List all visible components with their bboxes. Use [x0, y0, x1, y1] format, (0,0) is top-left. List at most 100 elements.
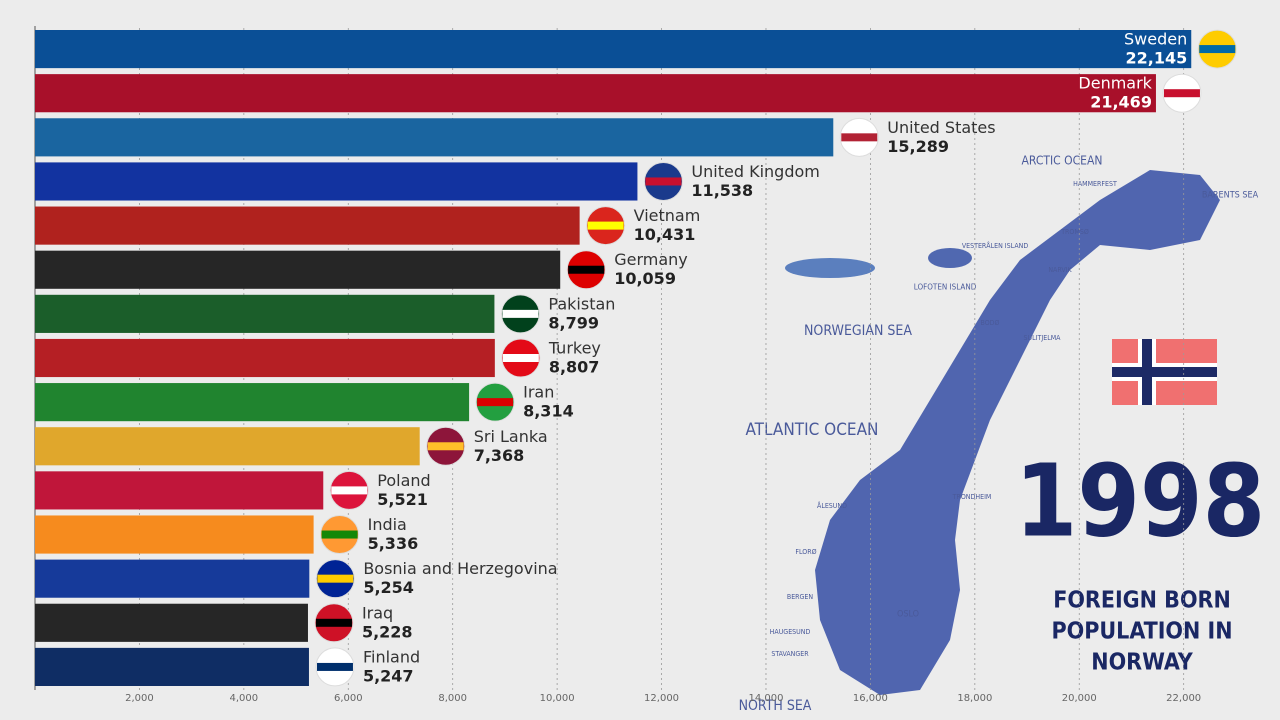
category-label: Finland — [363, 647, 420, 666]
flag-stripe — [1199, 45, 1236, 54]
value-label: 21,469 — [1090, 93, 1152, 112]
x-tick-label: 10,000 — [540, 693, 575, 704]
category-label: Bosnia and Herzegovina — [363, 559, 557, 578]
bar — [35, 250, 561, 289]
map-label: HAUGESUND — [770, 628, 811, 636]
bar — [35, 603, 308, 642]
value-label: 8,314 — [523, 402, 574, 421]
map-label: OSLO — [897, 610, 919, 620]
flag-stripe — [477, 398, 514, 407]
bar — [35, 74, 1156, 113]
bar — [35, 383, 470, 422]
category-label: Denmark — [1078, 74, 1152, 93]
x-tick-label: 2,000 — [125, 693, 154, 704]
flag-stripe — [317, 574, 354, 583]
flag-stripe — [568, 265, 605, 274]
flag-stripe — [1163, 89, 1200, 98]
bar — [35, 30, 1192, 69]
whale-icon — [785, 258, 875, 278]
x-tick-label: 14,000 — [748, 693, 783, 704]
x-tick-label: 4,000 — [230, 693, 259, 704]
flag-stripe — [841, 133, 878, 142]
category-label: Iran — [523, 383, 554, 402]
category-label: Sri Lanka — [474, 427, 548, 446]
bar — [35, 162, 638, 201]
x-tick-label: 18,000 — [957, 693, 992, 704]
flag-stripe — [645, 177, 682, 186]
bar — [35, 338, 495, 378]
value-label: 5,336 — [368, 534, 419, 553]
map-label: STAVANGER — [771, 650, 809, 658]
map-label: BARENTS SEA — [1202, 191, 1259, 201]
category-label: Pakistan — [548, 294, 615, 313]
value-label: 5,254 — [363, 578, 414, 597]
value-label: 22,145 — [1126, 49, 1188, 68]
bar — [35, 471, 324, 510]
x-tick-label: 22,000 — [1166, 693, 1201, 704]
category-label: Vietnam — [634, 206, 701, 225]
value-label: 8,807 — [549, 358, 600, 377]
category-label: Sweden — [1124, 30, 1187, 49]
x-tick-label: 20,000 — [1062, 693, 1097, 704]
flag-stripe — [587, 221, 624, 230]
value-label: 11,538 — [691, 181, 753, 200]
seal-icon — [928, 248, 972, 268]
flag-stripe — [502, 354, 539, 362]
category-label: United Kingdom — [691, 162, 819, 181]
map-label: VESTERÅLEN ISLAND — [962, 241, 1029, 250]
category-label: United States — [887, 118, 995, 137]
value-label: 7,368 — [474, 446, 525, 465]
bar — [35, 294, 495, 333]
x-tick-label: 6,000 — [334, 693, 363, 704]
map-label: ARCTIC OCEAN — [1022, 154, 1103, 168]
flag-stripe — [321, 530, 358, 539]
flag-stripe — [315, 618, 352, 627]
norway-map — [785, 170, 1220, 695]
value-label: 15,289 — [887, 137, 949, 156]
map-label: NARVIK — [1048, 266, 1072, 274]
map-label: TRONDHEIM — [952, 493, 992, 501]
category-label: Poland — [377, 471, 430, 490]
norway-flag — [1112, 339, 1217, 405]
map-label: TROMSØ — [1060, 228, 1089, 236]
map-label: BERGEN — [787, 593, 814, 601]
title-line: NORWAY — [1091, 650, 1193, 676]
value-label: 8,799 — [548, 313, 599, 332]
map-label: LOFOTEN ISLAND — [914, 283, 977, 292]
map-label: FLORØ — [795, 548, 816, 556]
map-label: NORTH SEA — [739, 698, 812, 714]
year: 1998 — [1015, 442, 1265, 559]
map-label: NORWEGIAN SEA — [804, 323, 912, 339]
category-label: Germany — [614, 250, 688, 269]
bar — [35, 559, 310, 598]
map-label: BODØ — [981, 319, 1000, 327]
value-label: 10,431 — [634, 225, 696, 244]
category-label: Turkey — [548, 339, 601, 358]
map-label: HAMMERFEST — [1073, 180, 1117, 188]
bar — [35, 118, 834, 157]
value-label: 10,059 — [614, 269, 676, 288]
value-label: 5,521 — [377, 490, 428, 509]
category-label: Iraq — [362, 603, 393, 622]
bar — [35, 515, 314, 554]
x-tick-label: 16,000 — [853, 693, 888, 704]
flag-stripe — [331, 486, 368, 495]
bar — [35, 206, 580, 245]
flag-stripe — [316, 662, 353, 671]
map-label: ÅLESUND — [817, 501, 847, 510]
flag-stripe — [502, 309, 539, 318]
value-label: 5,228 — [362, 622, 413, 641]
bar — [35, 427, 420, 466]
value-label: 5,247 — [363, 666, 414, 685]
title-line: POPULATION IN — [1051, 619, 1232, 645]
title-line: FOREIGN BORN — [1053, 588, 1231, 614]
map-label: SULITJELMA — [1024, 334, 1062, 342]
map-shape — [815, 170, 1220, 695]
bar — [35, 647, 309, 686]
category-label: India — [368, 515, 407, 534]
map-label: ATLANTIC OCEAN — [746, 420, 879, 440]
x-tick-label: 8,000 — [438, 693, 467, 704]
flag-stripe — [427, 442, 464, 451]
x-tick-label: 12,000 — [644, 693, 679, 704]
